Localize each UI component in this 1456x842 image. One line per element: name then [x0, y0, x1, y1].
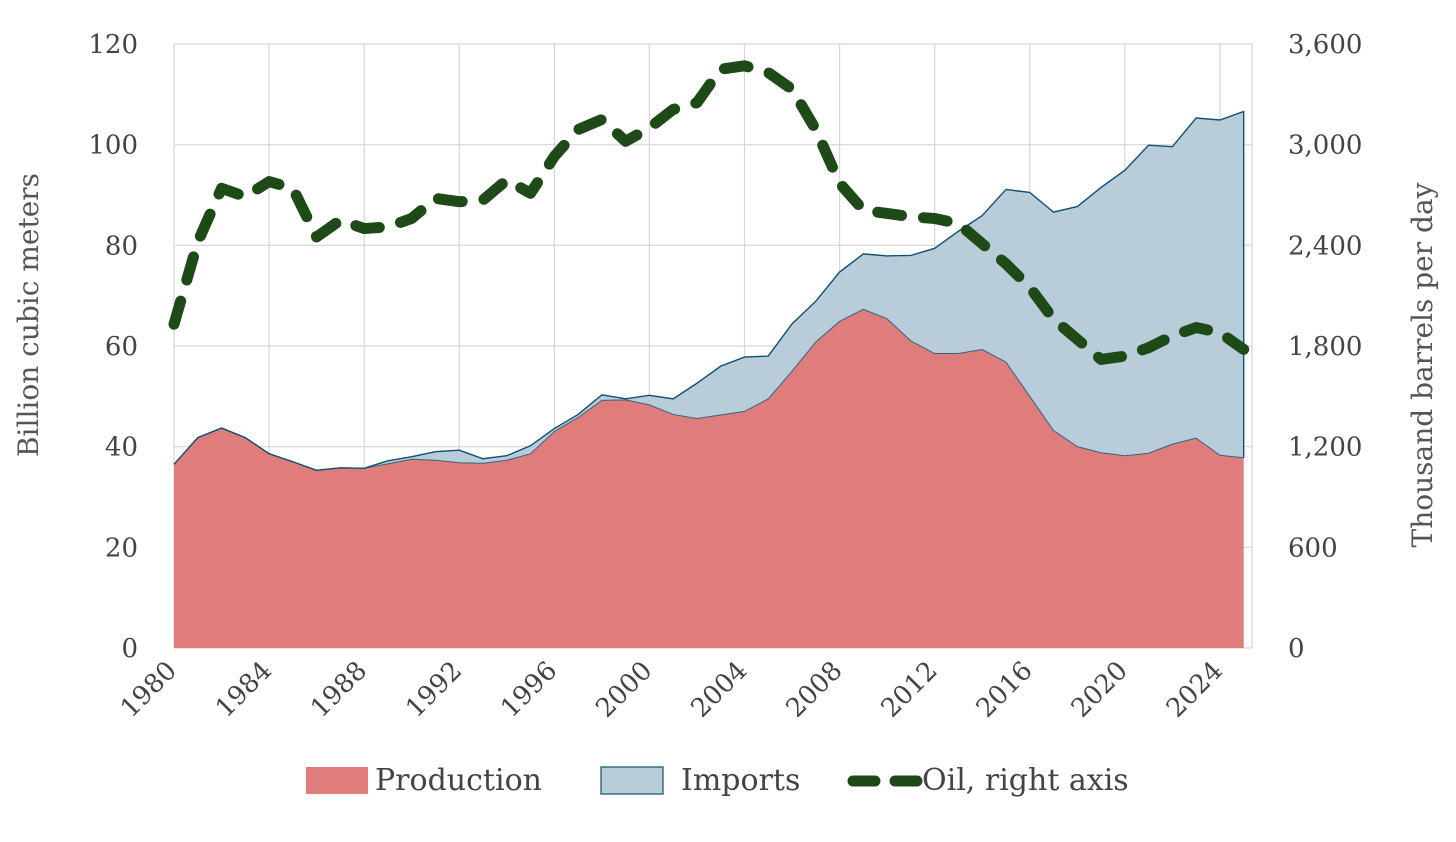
y-left-tick-label: 80 — [105, 231, 138, 261]
y-left-tick-label: 0 — [121, 634, 138, 664]
legend: Production Imports Oil, right axis — [306, 763, 1129, 798]
y-right-tick-label: 0 — [1288, 634, 1305, 664]
oil-line — [168, 60, 1250, 365]
y-left-tick-label: 120 — [88, 30, 138, 60]
y-left-tick-label: 60 — [105, 332, 138, 362]
y-right-tick-label: 600 — [1288, 533, 1338, 563]
legend-swatch-imports — [600, 766, 664, 795]
x-tick-label: 1992 — [400, 656, 468, 724]
y-right-tick-label: 1,200 — [1288, 433, 1362, 463]
x-tick-label: 1984 — [210, 656, 278, 724]
y-right-tick-label: 2,400 — [1288, 231, 1362, 261]
y-left-tick-label: 20 — [105, 533, 138, 563]
y-right-tick-label: 3,600 — [1288, 30, 1362, 60]
x-tick-label: 2004 — [685, 656, 753, 724]
x-tick-label: 1988 — [305, 656, 373, 724]
y-left-axis-title: Billion cubic meters — [12, 173, 45, 457]
y-left-tick-label: 100 — [88, 131, 138, 161]
oil-line-group — [168, 60, 1250, 365]
x-tick-label: 2008 — [781, 656, 849, 724]
x-tick-label: 2020 — [1066, 656, 1134, 724]
x-tick-label: 2012 — [876, 656, 944, 724]
y-left-tick-label: 40 — [105, 433, 138, 463]
legend-label-imports: Imports — [681, 763, 800, 798]
production-edge — [173, 308, 1244, 471]
y-right-axis-title: Thousand barrels per day — [1406, 182, 1439, 547]
y-right-tick-label: 1,800 — [1288, 332, 1362, 362]
areas — [173, 110, 1245, 648]
y-right-tick-label: 3,000 — [1288, 131, 1362, 161]
x-tick-label: 1980 — [115, 656, 183, 724]
production-area — [174, 309, 1244, 648]
x-tick-label: 1996 — [495, 656, 563, 724]
legend-label-oil: Oil, right axis — [922, 763, 1129, 798]
legend-label-production: Production — [375, 763, 542, 798]
x-tick-label: 2016 — [971, 656, 1039, 724]
x-tick-label: 2024 — [1161, 656, 1229, 724]
x-tick-label: 2000 — [590, 656, 658, 724]
legend-swatch-production — [306, 767, 368, 794]
